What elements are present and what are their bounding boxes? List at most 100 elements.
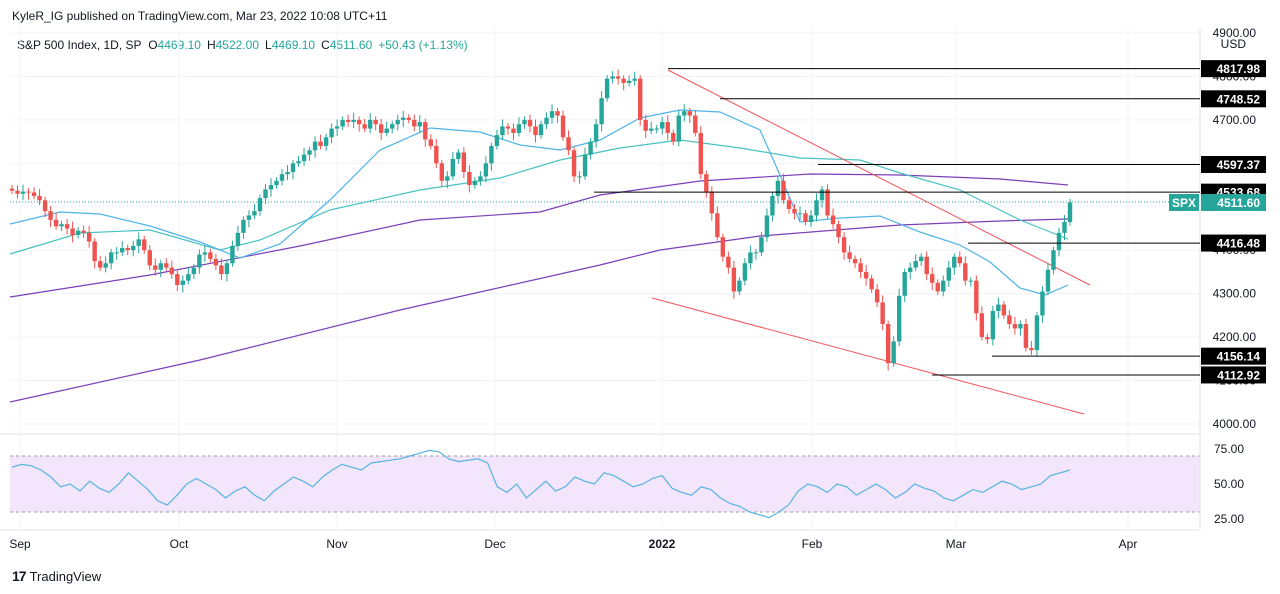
candle-body bbox=[555, 111, 560, 116]
candle-body bbox=[841, 237, 847, 253]
spx-tag-label: SPX bbox=[1172, 196, 1196, 210]
spx-tag-box bbox=[1169, 194, 1199, 211]
candle-body bbox=[682, 111, 687, 116]
candle-body bbox=[75, 230, 81, 236]
candle-body bbox=[764, 215, 770, 238]
candle-body bbox=[632, 78, 637, 81]
rsi-band bbox=[10, 456, 1200, 512]
candle-body bbox=[588, 141, 593, 155]
candle-body bbox=[1001, 304, 1007, 316]
tradingview-footer[interactable]: 17 TradingView bbox=[12, 568, 101, 584]
candle-body bbox=[1040, 291, 1045, 316]
candle-body bbox=[610, 76, 615, 79]
candle-body bbox=[191, 267, 197, 275]
candle-body bbox=[1023, 324, 1029, 348]
candle-body bbox=[31, 192, 37, 196]
candle-body bbox=[527, 119, 533, 127]
ma-mid-path bbox=[9, 139, 1069, 255]
candle-body bbox=[649, 128, 654, 131]
candle-body bbox=[1056, 232, 1062, 251]
candle-body bbox=[323, 137, 329, 146]
candle-body bbox=[615, 76, 621, 79]
low-label: L bbox=[265, 38, 272, 52]
candle-body bbox=[131, 245, 136, 251]
trendlines bbox=[651, 69, 1091, 415]
candle-body bbox=[726, 256, 731, 268]
candle-body bbox=[334, 126, 340, 129]
candle-body bbox=[775, 180, 781, 196]
x-tick-label: Nov bbox=[326, 537, 347, 551]
candle-body bbox=[913, 261, 918, 268]
candle-body bbox=[522, 119, 527, 125]
candle-body bbox=[434, 145, 439, 164]
rsi-tick-label: 25.00 bbox=[1214, 512, 1244, 526]
candle-body bbox=[367, 119, 373, 129]
rsi-tick-label: 50.00 bbox=[1214, 477, 1244, 491]
candle-body bbox=[197, 254, 202, 268]
close-label: C bbox=[321, 38, 330, 52]
candle-body bbox=[781, 180, 786, 201]
candle-body bbox=[252, 211, 257, 216]
price-tag-box bbox=[1201, 194, 1266, 211]
candle-body bbox=[175, 274, 180, 285]
candle-body bbox=[946, 267, 951, 281]
candle-body bbox=[467, 172, 472, 186]
candle-body bbox=[643, 119, 648, 131]
high-value: 4522.00 bbox=[215, 38, 259, 52]
candle-body bbox=[64, 224, 70, 229]
publisher-line: KyleR_IG published on TradingView.com, M… bbox=[12, 9, 388, 23]
y-tick-label: 4200.00 bbox=[1213, 330, 1257, 344]
candle-body bbox=[577, 176, 582, 178]
candle-body bbox=[86, 232, 92, 242]
candle-body bbox=[819, 189, 825, 201]
x-tick-label: Sep bbox=[9, 537, 31, 551]
candle-body bbox=[704, 174, 709, 192]
candle-body bbox=[274, 180, 279, 186]
candle-body bbox=[81, 230, 86, 233]
candle-body bbox=[737, 280, 742, 292]
y-tick-label: 4000.00 bbox=[1213, 417, 1257, 431]
candle-body bbox=[417, 122, 422, 127]
candle-body bbox=[158, 263, 163, 270]
candle-body bbox=[830, 215, 836, 225]
candle-body bbox=[1051, 250, 1056, 270]
candle-body bbox=[362, 124, 367, 129]
candle-body bbox=[571, 150, 577, 177]
candle-body bbox=[120, 248, 125, 253]
candle-body bbox=[891, 341, 896, 364]
candle-body bbox=[919, 256, 924, 262]
candle-body bbox=[593, 124, 599, 142]
ma-slow-line bbox=[9, 173, 1069, 403]
level-label-box bbox=[1201, 155, 1266, 173]
symbol-legend: S&P 500 Index, 1D, SP O 4469.10 H4522.00 L 4… bbox=[17, 38, 468, 52]
candle-body bbox=[246, 215, 252, 220]
candles bbox=[9, 69, 1073, 371]
candle-body bbox=[1045, 269, 1051, 292]
candle-body bbox=[478, 176, 483, 181]
candle-body bbox=[290, 163, 296, 173]
candle-body bbox=[698, 132, 704, 175]
candle-body bbox=[169, 267, 175, 275]
candle-body bbox=[907, 267, 913, 272]
candle-body bbox=[759, 237, 764, 253]
x-tick-label: Apr bbox=[1119, 537, 1138, 551]
time-axis[interactable]: Sep Oct Nov Dec 2022 Feb Mar Apr bbox=[9, 537, 1137, 551]
candle-body bbox=[241, 219, 246, 233]
candle-body bbox=[450, 158, 456, 177]
candle-body bbox=[439, 163, 445, 181]
candle-body bbox=[874, 289, 880, 303]
candle-body bbox=[489, 145, 494, 164]
level-label-text: 4748.52 bbox=[1217, 92, 1261, 106]
candle-body bbox=[345, 119, 351, 123]
candle-body bbox=[935, 282, 940, 292]
x-tick-label: Feb bbox=[802, 537, 823, 551]
current-price-tag: SPX 4511.60 bbox=[1169, 194, 1266, 211]
level-label-box bbox=[1201, 366, 1266, 384]
candle-body bbox=[538, 124, 544, 136]
candle-body bbox=[990, 311, 996, 340]
candle-body bbox=[566, 137, 571, 151]
candle-body bbox=[924, 256, 929, 275]
candle-body bbox=[533, 126, 538, 136]
candle-body bbox=[53, 219, 59, 227]
